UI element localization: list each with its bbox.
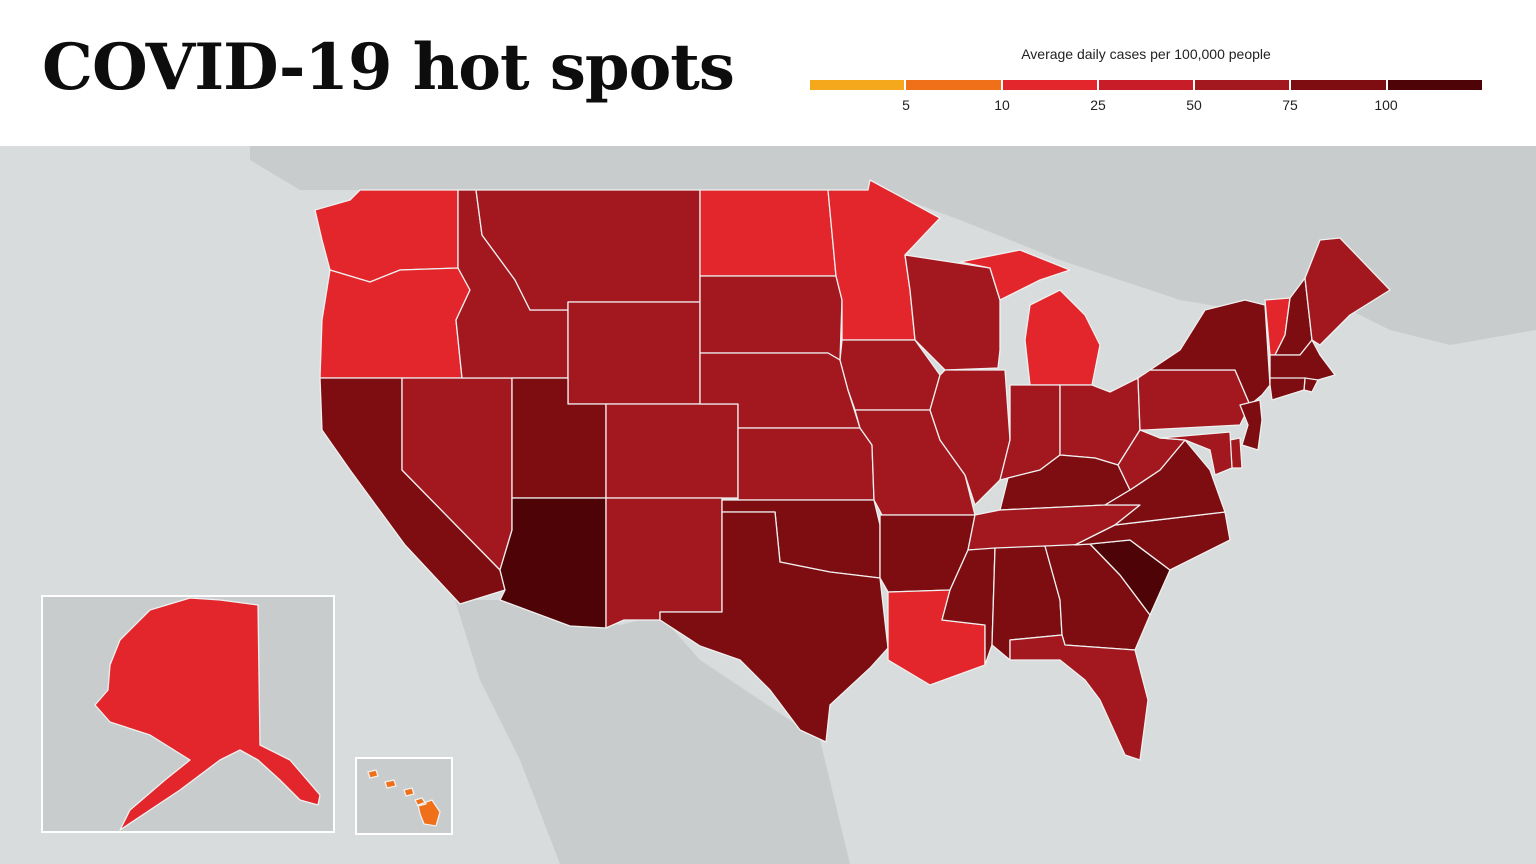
legend-swatch [1291, 80, 1388, 90]
legend-tick: 75 [1282, 97, 1298, 113]
legend-swatch [1002, 80, 1099, 90]
legend-tick: 50 [1186, 97, 1202, 113]
state-wy[interactable] [567, 301, 701, 405]
state-ct[interactable] [1269, 377, 1306, 401]
state-nm[interactable] [605, 497, 723, 629]
legend-tick: 5 [902, 97, 910, 113]
state-nj[interactable] [1239, 399, 1263, 451]
hawaii-inset [355, 757, 453, 835]
legend-swatch [1195, 80, 1292, 90]
legend-title: Average daily cases per 100,000 people [1021, 46, 1271, 62]
state-co[interactable] [605, 403, 739, 499]
header: COVID-19 hot spots Average daily cases p… [0, 0, 1536, 146]
state-sd[interactable] [699, 275, 843, 361]
state-or[interactable] [319, 267, 471, 379]
lake-huron-erie-ontario [1065, 290, 1230, 398]
legend-swatch [810, 80, 907, 90]
state-me[interactable] [1304, 237, 1391, 346]
state-nd[interactable] [699, 189, 837, 277]
mexico-land [455, 600, 850, 864]
legend-tick: 25 [1090, 97, 1106, 113]
legend-swatch [906, 80, 1003, 90]
state-ks[interactable] [737, 427, 875, 501]
state-tx[interactable] [659, 511, 889, 743]
state-pa[interactable] [1137, 369, 1251, 431]
legend-swatch [1387, 80, 1482, 90]
legend-tick: 10 [994, 97, 1010, 113]
state-fl[interactable] [1009, 634, 1149, 761]
state-hi[interactable] [367, 769, 441, 827]
state-ny[interactable] [1149, 299, 1271, 406]
state-ak[interactable] [94, 597, 321, 831]
state-md[interactable] [1159, 431, 1233, 476]
legend-tick: 100 [1374, 97, 1398, 113]
legend-swatch [1098, 80, 1196, 90]
alaska-inset [41, 595, 335, 833]
us-map [0, 146, 1536, 864]
legend-color-scale [810, 80, 1482, 90]
state-il[interactable] [929, 369, 1011, 506]
page-title: COVID-19 hot spots [42, 30, 735, 105]
canada-land [250, 146, 1536, 345]
state-mi[interactable] [959, 249, 1101, 386]
color-legend: Average daily cases per 100,000 people 5… [810, 40, 1482, 120]
